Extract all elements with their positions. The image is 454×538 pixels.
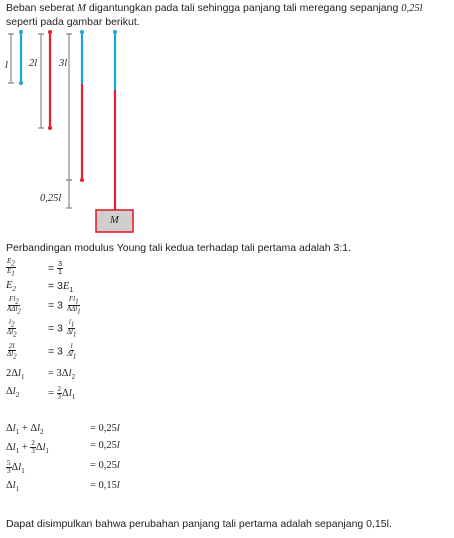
rope-1 [19, 30, 23, 85]
rope-2 [48, 30, 52, 130]
step-10-lhs: 5 3 Δl1 [6, 459, 25, 475]
problem-line-2: seperti pada gambar berikut. [6, 16, 140, 28]
step-9-lhs: Δl1 + 2 3 Δl1 [6, 439, 50, 456]
mass-box [95, 209, 134, 233]
ratio-statement: Perbandingan modulus Young tali kedua te… [6, 242, 352, 254]
dimension-brackets [8, 33, 72, 209]
step-6-rhs: = 3Δl2 [48, 368, 75, 382]
label-3l: 3l [59, 58, 68, 69]
step-10-rhs: = 0,25l [90, 460, 120, 471]
step-11-lhs: Δl1 [6, 480, 20, 494]
step-2-lhs: E2 [6, 280, 16, 294]
step-4-lhs: l2 Δl2 [7, 318, 17, 339]
step-6-lhs: 2Δl1 [6, 368, 25, 382]
step-2-rhs: = 3E1 [48, 280, 74, 295]
label-0-25l: 0,25l [40, 193, 62, 204]
step-7-rhs: = 2 3 Δl1 [48, 385, 76, 402]
problem-line-1: Beban seberat M digantungkan pada tali s… [6, 2, 423, 14]
step-7-lhs: Δl2 [6, 386, 20, 400]
conclusion: Dapat disimpulkan bahwa perubahan panjan… [6, 518, 392, 530]
step-11-rhs: = 0,15l [90, 480, 120, 491]
step-3-lhs: Fl2 AΔl2 [7, 295, 21, 316]
step-8-lhs: Δl1 + Δl2 [6, 423, 44, 437]
label-mass: M [110, 215, 119, 226]
step-8-rhs: = 0,25l [90, 423, 120, 434]
label-2l: 2l [29, 58, 38, 69]
step-1-lhs: E2 E1 [6, 257, 16, 278]
rope-figure [8, 30, 134, 233]
rope-3 [80, 30, 84, 182]
step-4-rhs: = 3 l1 Δl1 [48, 318, 77, 339]
step-5-rhs: = 3 l Δl1 [48, 342, 77, 361]
step-5-lhs: 2l Δl2 [7, 342, 17, 361]
step-9-rhs: = 0,25l [90, 440, 120, 451]
label-l: l [5, 60, 8, 71]
rope-4 [113, 30, 117, 210]
step-3-rhs: = 3 Fl1 AΔl1 [48, 295, 81, 316]
